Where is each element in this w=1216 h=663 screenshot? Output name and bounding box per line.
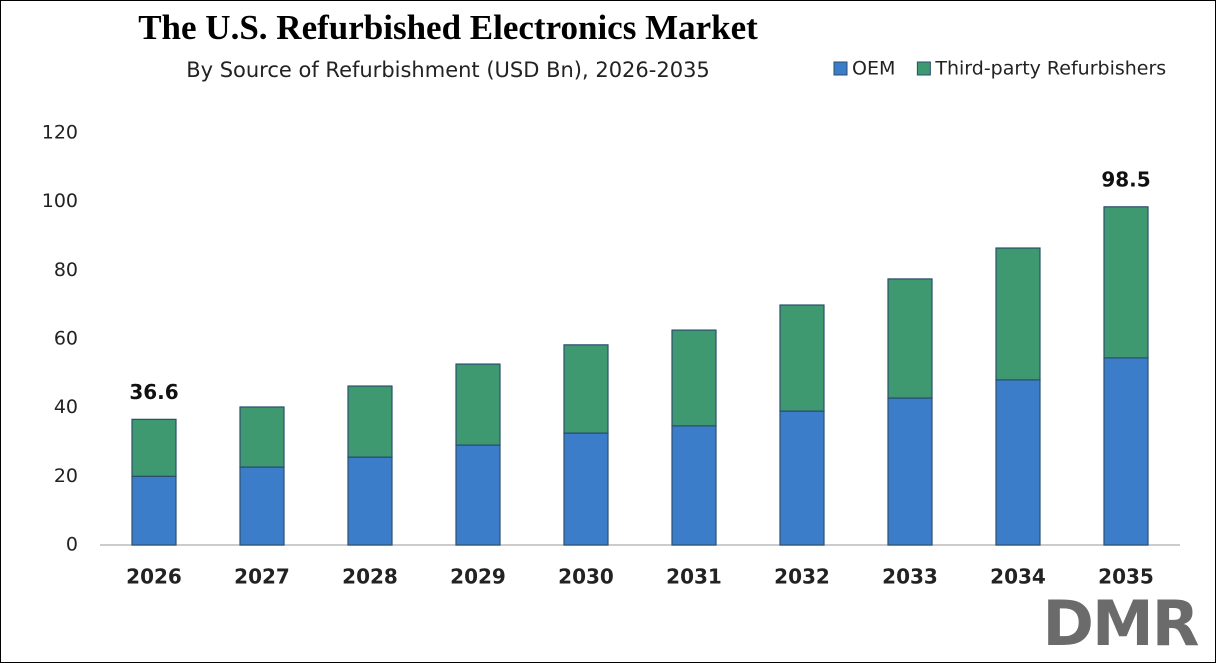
bar-segment <box>563 344 609 434</box>
legend-label: Third-party Refurbishers <box>934 58 1166 80</box>
x-tick-label: 2033 <box>882 565 938 589</box>
x-tick-label: 2035 <box>1098 565 1154 589</box>
legend-swatch <box>833 61 848 76</box>
legend-swatch <box>916 61 931 76</box>
total-label: 36.6 <box>129 380 178 404</box>
chart-subtitle: By Source of Refurbishment (USD Bn), 202… <box>186 58 710 82</box>
bar-segment <box>131 418 177 477</box>
bar-segment <box>995 379 1041 546</box>
y-tick-label: 80 <box>54 259 78 281</box>
bar-segment <box>887 278 933 399</box>
x-tick-label: 2029 <box>450 565 506 589</box>
bar-segment <box>347 385 393 458</box>
bar-segment <box>239 406 285 468</box>
x-tick-label: 2030 <box>558 565 614 589</box>
x-tick-label: 2031 <box>666 565 722 589</box>
bar-segment <box>887 397 933 546</box>
bar-segment <box>671 425 717 546</box>
y-tick-label: 20 <box>54 465 78 487</box>
bar-segment <box>131 475 177 546</box>
x-tick-label: 2026 <box>126 565 182 589</box>
y-tick-label: 120 <box>42 122 78 144</box>
bar-segment <box>995 247 1041 381</box>
x-tick-label: 2032 <box>774 565 830 589</box>
y-tick-label: 100 <box>42 190 78 212</box>
bar-segment <box>347 456 393 546</box>
y-tick-label: 60 <box>54 328 78 350</box>
bar-segment <box>455 363 501 446</box>
bar-segment <box>779 304 825 412</box>
x-tick-label: 2034 <box>990 565 1046 589</box>
total-label: 98.5 <box>1101 167 1150 191</box>
x-tick-label: 2028 <box>342 565 398 589</box>
legend-label: OEM <box>852 58 895 80</box>
bar-segment <box>563 432 609 546</box>
x-tick-label: 2027 <box>234 565 290 589</box>
bar-segment <box>779 410 825 546</box>
bar-segment <box>239 466 285 546</box>
y-tick-label: 0 <box>66 534 78 556</box>
bar-segment <box>455 444 501 546</box>
bar-segment <box>671 329 717 427</box>
bar-segment <box>1103 357 1149 546</box>
bar-segment <box>1103 206 1149 359</box>
chart-title: The U.S. Refurbished Electronics Market <box>138 8 758 47</box>
watermark: DMR <box>1043 587 1199 660</box>
y-tick-label: 40 <box>54 396 78 418</box>
